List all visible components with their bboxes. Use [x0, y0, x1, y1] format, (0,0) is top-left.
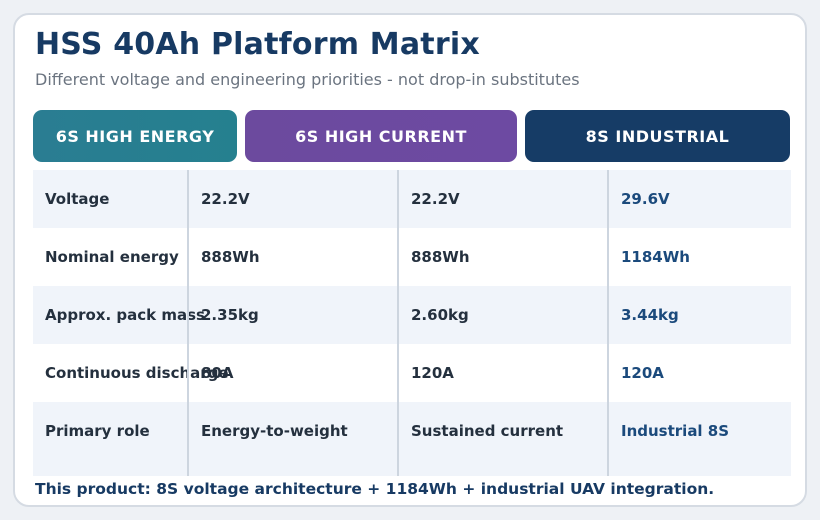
column-divider: [397, 170, 399, 476]
table-row: Approx. pack mass 2.35kg 2.60kg 3.44kg: [33, 286, 791, 344]
row-label: Primary role: [45, 422, 150, 440]
column-divider: [607, 170, 609, 476]
column-header-6s-high-current: 6S HIGH CURRENT: [245, 110, 517, 162]
row-label: Nominal energy: [45, 248, 179, 266]
cell-8s-industrial: 120A: [621, 364, 664, 382]
cell-8s-industrial: Industrial 8S: [621, 422, 730, 440]
table-row: Voltage 22.2V 22.2V 29.6V: [33, 170, 791, 228]
cell-6s-high-energy: 2.35kg: [201, 306, 259, 324]
column-header-8s-industrial: 8S INDUSTRIAL: [525, 110, 790, 162]
comparison-table: Voltage 22.2V 22.2V 29.6V Nominal energy…: [33, 170, 791, 476]
column-divider: [187, 170, 189, 476]
table-row: Primary role Energy-to-weight Sustained …: [33, 402, 791, 476]
cell-6s-high-current: 120A: [411, 364, 454, 382]
cell-8s-industrial: 3.44kg: [621, 306, 679, 324]
row-label: Approx. pack mass: [45, 306, 205, 324]
platform-matrix-card: HSS 40Ah Platform Matrix Different volta…: [13, 13, 807, 507]
row-label: Continuous discharge: [45, 364, 229, 382]
table-row: Nominal energy 888Wh 888Wh 1184Wh: [33, 228, 791, 286]
table-row: Continuous discharge 80A 120A 120A: [33, 344, 791, 402]
cell-6s-high-current: 888Wh: [411, 248, 470, 266]
cell-6s-high-current: 2.60kg: [411, 306, 469, 324]
page-subtitle: Different voltage and engineering priori…: [35, 70, 580, 89]
column-header-6s-high-energy: 6S HIGH ENERGY: [33, 110, 237, 162]
cell-8s-industrial: 29.6V: [621, 190, 670, 208]
cell-6s-high-energy: 80A: [201, 364, 234, 382]
footer-note: This product: 8S voltage architecture + …: [35, 480, 715, 498]
cell-6s-high-energy: Energy-to-weight: [201, 422, 348, 440]
row-label: Voltage: [45, 190, 110, 208]
page-title: HSS 40Ah Platform Matrix: [35, 27, 480, 62]
cell-6s-high-current: Sustained current: [411, 422, 564, 440]
cell-6s-high-energy: 22.2V: [201, 190, 250, 208]
cell-6s-high-current: 22.2V: [411, 190, 460, 208]
cell-8s-industrial: 1184Wh: [621, 248, 690, 266]
cell-6s-high-energy: 888Wh: [201, 248, 260, 266]
